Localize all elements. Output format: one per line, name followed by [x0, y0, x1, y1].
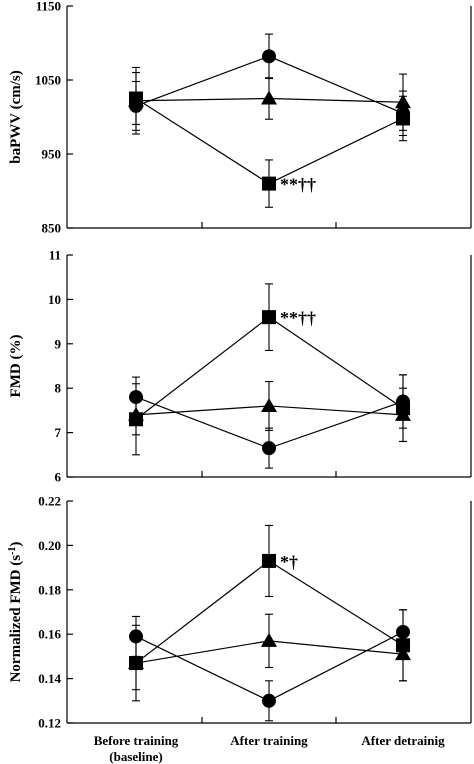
- y-tick-label-3: 0.18: [38, 582, 61, 597]
- y-axis-label: baPWV (cm/s): [8, 70, 24, 163]
- data-point-circle: [262, 693, 276, 708]
- y-axis-label-superscript: -1: [7, 547, 18, 555]
- data-point-square: [262, 310, 276, 325]
- data-point-circle: [262, 441, 276, 456]
- y-tick-label-1: 950: [42, 147, 62, 162]
- data-point-triangle: [261, 632, 277, 647]
- y-axis-label: Normalized FMD (s-1): [7, 542, 25, 683]
- data-point-triangle: [128, 92, 144, 107]
- category-label-2: After detrainig: [361, 733, 445, 748]
- chart-panel-0: 850 950 1050 1150 baPWV (cm/s) **††: [8, 0, 472, 236]
- series-circle: [129, 374, 410, 469]
- y-tick-label-2: 8: [55, 381, 62, 396]
- y-tick-label-1: 7: [55, 425, 62, 440]
- y-tick-label-0: 6: [55, 470, 62, 485]
- y-tick-label-0: 0.12: [38, 716, 61, 731]
- chart-panel-1: 6 7 8 9 10 11 FMD (%) **††: [8, 248, 472, 485]
- y-axis-label: FMD (%): [8, 335, 24, 398]
- data-point-triangle: [395, 406, 411, 421]
- y-tick-label-2: 1050: [35, 73, 61, 88]
- data-point-circle: [262, 49, 276, 64]
- category-sublabel-0: (baseline): [109, 749, 162, 764]
- series-square: [129, 524, 410, 702]
- data-point-square: [262, 176, 276, 191]
- data-point-triangle: [128, 406, 144, 421]
- y-tick-label-3: 1150: [36, 0, 61, 14]
- data-point-triangle: [395, 646, 411, 661]
- y-axis-label-end: ): [8, 542, 24, 547]
- y-tick-label-5: 0.22: [38, 494, 61, 509]
- data-point-triangle: [128, 655, 144, 670]
- y-tick-label-1: 0.14: [38, 671, 61, 686]
- y-tick-label-0: 850: [42, 221, 62, 236]
- series-triangle: [128, 613, 411, 691]
- category-labels: Before training (baseline) After trainin…: [94, 733, 445, 764]
- data-point-triangle: [261, 397, 277, 412]
- y-tick-label-5: 11: [49, 248, 61, 263]
- significance-annotation: *†: [280, 552, 298, 572]
- data-point-square: [262, 553, 276, 568]
- data-point-triangle: [261, 90, 277, 105]
- category-label-1: After training: [230, 733, 308, 748]
- y-tick-label-2: 0.16: [38, 627, 61, 642]
- chart-panel-2: 0.12 0.14 0.16 0.18 0.20 0.22 Normalized FMD (…: [7, 494, 472, 731]
- series-triangle: [128, 66, 411, 135]
- series-triangle: [128, 380, 411, 443]
- significance-annotation: **††: [280, 175, 316, 195]
- data-point-triangle: [395, 94, 411, 109]
- y-tick-label-4: 10: [48, 292, 61, 307]
- significance-annotation: **††: [280, 308, 316, 328]
- y-tick-label-4: 0.20: [38, 538, 61, 553]
- y-tick-label-3: 9: [55, 336, 62, 351]
- category-label-0: Before training: [94, 733, 179, 748]
